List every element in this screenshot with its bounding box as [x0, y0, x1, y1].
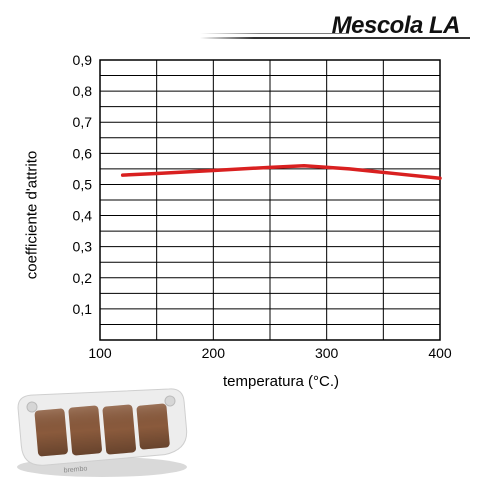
brake-pad-illustration: brembo [2, 367, 202, 482]
svg-text:0,2: 0,2 [73, 270, 93, 286]
chart-svg: 0,1 0,2 0,3 0,4 0,5 0,6 0,7 0,8 0,9 100 200 300 400 [50, 50, 470, 360]
svg-text:0,3: 0,3 [73, 239, 93, 255]
title-bar: Mescola LA [200, 10, 470, 42]
x-axis-label: temperatura (°C.) [223, 373, 339, 390]
friction-chart: coefficiente d'attrito 0,10,20,30,40,50,… [50, 50, 470, 380]
y-axis-label: coefficiente d'attrito [24, 151, 41, 280]
svg-text:200: 200 [202, 345, 226, 360]
svg-text:0,1: 0,1 [73, 301, 93, 317]
svg-text:0,6: 0,6 [73, 145, 93, 161]
svg-text:300: 300 [315, 345, 339, 360]
svg-text:0,7: 0,7 [73, 114, 93, 130]
svg-text:400: 400 [428, 345, 452, 360]
svg-text:0,4: 0,4 [73, 208, 93, 224]
svg-text:0,9: 0,9 [73, 52, 93, 68]
chart-title: Mescola LA [332, 12, 460, 40]
svg-text:0,8: 0,8 [73, 83, 93, 99]
brake-pad-svg: brembo [2, 367, 202, 482]
svg-text:100: 100 [88, 345, 112, 360]
svg-text:0,5: 0,5 [73, 176, 93, 192]
